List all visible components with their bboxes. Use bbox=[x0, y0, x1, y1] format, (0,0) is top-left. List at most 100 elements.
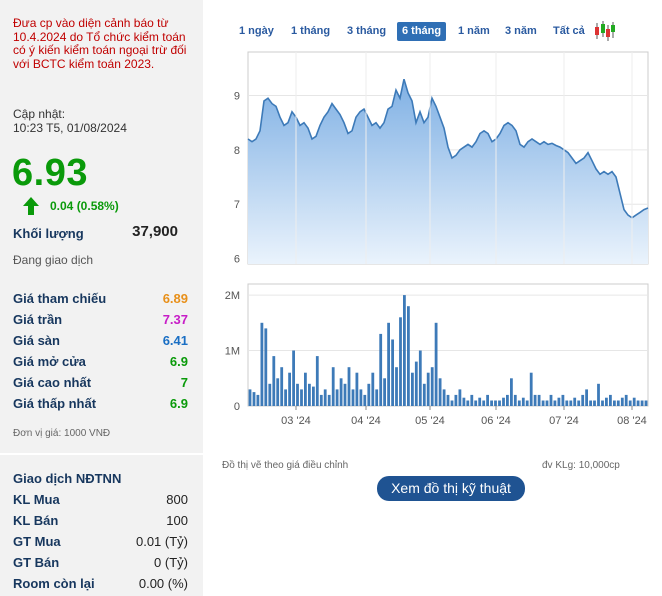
volume-bar bbox=[632, 397, 636, 406]
volume-bar bbox=[438, 378, 442, 406]
price-line bbox=[247, 78, 649, 219]
volume-bar bbox=[407, 306, 410, 406]
volume-bar bbox=[553, 400, 557, 406]
volume-bar bbox=[446, 394, 450, 406]
stat-ceiling: Giá trần 7.37 bbox=[13, 312, 188, 330]
volume-bar bbox=[470, 394, 474, 406]
x-tick-label: 04 '24 bbox=[351, 415, 381, 427]
stat-reference: Giá tham chiếu 6.89 bbox=[13, 291, 188, 309]
volume-bar bbox=[482, 400, 486, 406]
x-tick-label: 08 '24 bbox=[617, 415, 647, 427]
current-price: 6.93 bbox=[12, 152, 88, 194]
volume-bar bbox=[347, 367, 351, 406]
volume-bar bbox=[426, 372, 430, 406]
divider bbox=[0, 453, 203, 455]
up-arrow-icon bbox=[23, 197, 39, 215]
stat-value: 6.89 bbox=[162, 291, 188, 306]
stat-label: Giá cao nhất bbox=[13, 375, 92, 390]
foreign-value: 0 (Tỷ) bbox=[154, 555, 188, 570]
volume-bar bbox=[387, 322, 390, 406]
volume-bar bbox=[292, 350, 295, 406]
price-volume-chart[interactable]: 6 7 8 9 0 1M 2M 03 '24 04 '24 05 '24 06 '24 07 '24 0… bbox=[214, 50, 662, 430]
tab-3-years[interactable]: 3 năm bbox=[505, 25, 537, 37]
volume-bar bbox=[276, 378, 280, 406]
volume-bar bbox=[327, 394, 331, 406]
volume-bar bbox=[343, 383, 347, 406]
tab-1-month[interactable]: 1 tháng bbox=[291, 25, 331, 37]
volume-bar bbox=[581, 394, 585, 406]
volume-bar bbox=[494, 400, 497, 406]
volume-bar bbox=[300, 389, 303, 406]
stat-label: Giá thấp nhất bbox=[13, 396, 97, 411]
volume-bar bbox=[359, 389, 363, 406]
tab-all[interactable]: Tất cả bbox=[553, 25, 585, 37]
candlestick-icon[interactable] bbox=[594, 20, 616, 42]
volume-bar bbox=[434, 322, 438, 406]
volume-bar bbox=[450, 400, 454, 406]
volume-bar bbox=[569, 400, 573, 406]
foreign-value: 0.00 (%) bbox=[138, 576, 188, 591]
volume-bar bbox=[609, 394, 612, 406]
foreign-row: KL Bán 100 bbox=[13, 513, 188, 531]
volume-bar bbox=[351, 389, 355, 406]
price-change: 0.04 (0.58%) bbox=[50, 199, 119, 213]
volume-bar bbox=[335, 389, 339, 406]
volume-bar bbox=[414, 361, 418, 406]
price-tick-label: 8 bbox=[234, 145, 240, 157]
volume-bar bbox=[391, 339, 394, 406]
volume-bar bbox=[585, 389, 588, 406]
stat-value: 7 bbox=[180, 375, 188, 390]
volume-bar bbox=[383, 378, 386, 406]
foreign-label: Room còn lại bbox=[13, 576, 95, 591]
volume-bar bbox=[490, 400, 493, 406]
volume-bar bbox=[367, 383, 371, 406]
volume-bar bbox=[557, 397, 561, 406]
volume-bar bbox=[375, 389, 379, 406]
tab-1-day[interactable]: 1 ngày bbox=[239, 25, 274, 37]
stat-label: Giá mở cửa bbox=[13, 354, 86, 369]
volume-bar bbox=[502, 397, 505, 406]
foreign-value: 800 bbox=[166, 492, 188, 507]
volume-bar bbox=[517, 400, 521, 406]
volume-bar bbox=[537, 394, 541, 406]
technical-chart-button[interactable]: Xem đồ thị kỹ thuật bbox=[377, 476, 525, 501]
volume-bar bbox=[466, 400, 470, 406]
volume-bar bbox=[323, 389, 327, 406]
foreign-label: KL Bán bbox=[13, 513, 59, 528]
volume-bar bbox=[264, 328, 268, 406]
volume-bar bbox=[533, 394, 537, 406]
volume-bar bbox=[478, 397, 482, 406]
volume-bar bbox=[506, 394, 509, 406]
volume-bar bbox=[422, 383, 426, 406]
volume-bar bbox=[605, 397, 608, 406]
tab-1-year[interactable]: 1 năm bbox=[458, 25, 490, 37]
price-tick-label: 6 bbox=[234, 254, 240, 266]
volume-bar bbox=[371, 372, 375, 406]
stat-high: Giá cao nhất 7 bbox=[13, 375, 188, 393]
volume-bar bbox=[268, 383, 272, 406]
volume-bar bbox=[248, 389, 252, 406]
volume-bar bbox=[620, 397, 624, 406]
volume-bar bbox=[319, 394, 323, 406]
tab-6-months[interactable]: 6 tháng bbox=[397, 22, 447, 41]
volume-bar bbox=[462, 397, 466, 406]
foreign-row: Room còn lại 0.00 (%) bbox=[13, 576, 188, 594]
tab-3-months[interactable]: 3 tháng bbox=[347, 25, 387, 37]
stat-label: Giá sàn bbox=[13, 333, 60, 348]
volume-bar bbox=[624, 394, 628, 406]
volume-bar bbox=[363, 394, 367, 406]
volume-bar bbox=[403, 295, 406, 406]
quote-panel: Đưa cp vào diện cảnh báo từ 10.4.2024 do… bbox=[0, 0, 203, 596]
volume-bar bbox=[545, 400, 549, 406]
price-tick-label: 7 bbox=[234, 199, 240, 211]
chart-note: Đồ thị vẽ theo giá điều chỉnh bbox=[222, 460, 349, 471]
volume-bar bbox=[458, 389, 462, 406]
update-label: Cập nhật: bbox=[13, 107, 66, 121]
x-tick-label: 03 '24 bbox=[281, 415, 311, 427]
volume-bar bbox=[640, 400, 644, 406]
volume-bar bbox=[252, 392, 256, 406]
volume-bar bbox=[644, 400, 648, 406]
foreign-row: GT Mua 0.01 (Tỷ) bbox=[13, 534, 188, 552]
volume-bar bbox=[256, 394, 260, 406]
foreign-label: GT Bán bbox=[13, 555, 60, 570]
